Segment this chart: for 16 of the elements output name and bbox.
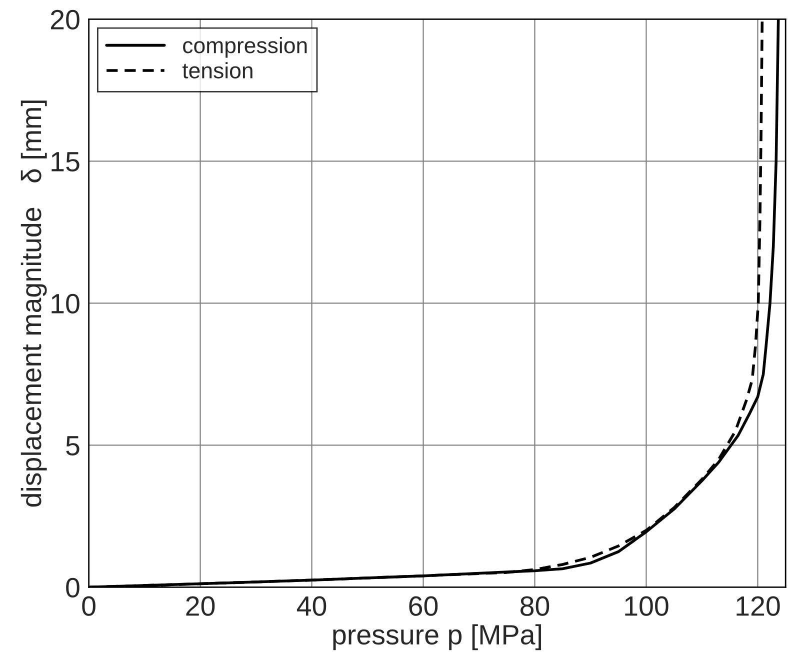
y-tick-label: 20: [50, 10, 80, 30]
x-tick-label: 20: [186, 596, 215, 616]
x-tick-label: 0: [82, 596, 96, 616]
legend-label: tension: [182, 62, 252, 78]
y-tick-label: 5: [66, 436, 80, 456]
y-tick-label: 10: [52, 294, 80, 314]
x-tick-label: 120: [736, 596, 780, 616]
x-tick-label: 40: [296, 596, 326, 616]
legend-label: compression: [183, 36, 307, 58]
x-tick-label: 60: [409, 596, 438, 616]
x-axis-title: pressure p [MPa]: [333, 624, 541, 650]
x-tick-label: 80: [520, 596, 550, 616]
y-tick-label: 0: [66, 578, 80, 598]
y-tick-label: 15: [52, 152, 80, 172]
y-axis-title: displacement magnitude δ [mm]: [20, 100, 47, 507]
x-tick-label: 100: [625, 596, 668, 616]
